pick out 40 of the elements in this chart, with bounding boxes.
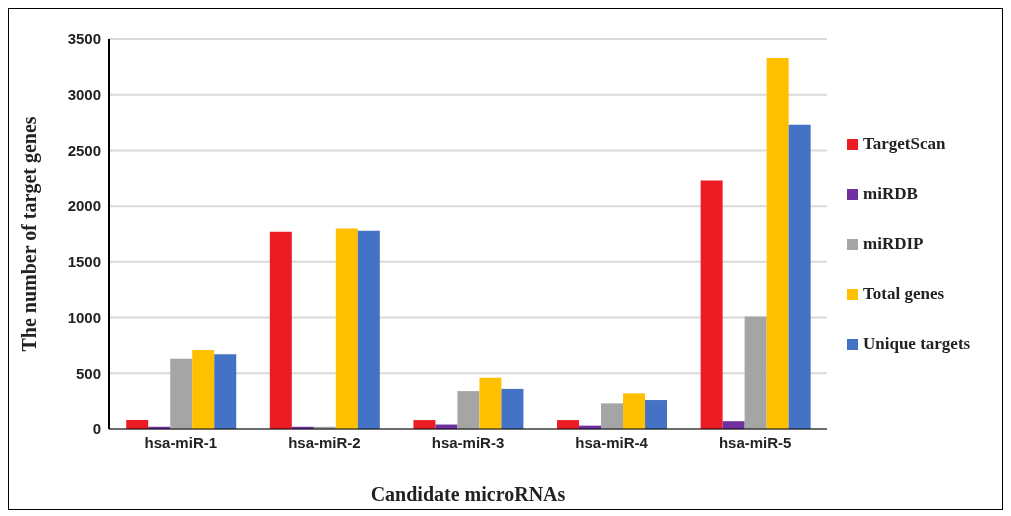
x-axis-title: Candidate microRNAs [370,483,566,505]
y-tick-label: 2000 [67,197,101,215]
legend-label: Unique targets [863,334,971,354]
x-tick-label: hsa-miR-3 [431,433,505,451]
y-tick-label: 3500 [67,30,101,48]
bar [645,400,668,429]
bar [766,57,789,429]
bar [457,391,480,429]
y-tick-label: 1500 [67,253,101,271]
bar [744,316,767,429]
bar [269,231,292,429]
bar [413,420,436,429]
bar [335,228,358,429]
y-tick-label: 0 [92,420,101,438]
x-tick-label: hsa-miR-5 [718,433,792,451]
bar [623,393,646,429]
x-tick-label: hsa-miR-2 [288,433,361,451]
bar [501,388,524,429]
bar [557,420,580,429]
y-tick-label: 1000 [67,308,101,326]
x-tick-label: hsa-miR-4 [575,433,649,451]
bar [170,358,193,429]
y-tick-label: 500 [75,364,101,382]
bar [126,420,149,429]
x-tick-label: hsa-miR-1 [144,433,218,451]
bar [700,180,723,429]
legend-label: Total genes [863,284,945,304]
y-axis-title: The number of target genes [18,116,42,352]
y-tick-label: 3000 [67,86,101,104]
legend-label: TargetScan [863,134,946,154]
bar [479,377,502,429]
y-tick-label: 2500 [67,141,101,159]
legend-label: miRDB [863,184,918,204]
legend-label: miRDIP [863,234,924,254]
bar [192,349,215,429]
bar [788,124,811,429]
bar [214,354,237,429]
bar [601,403,624,429]
bar [722,421,745,429]
bar [357,230,380,429]
